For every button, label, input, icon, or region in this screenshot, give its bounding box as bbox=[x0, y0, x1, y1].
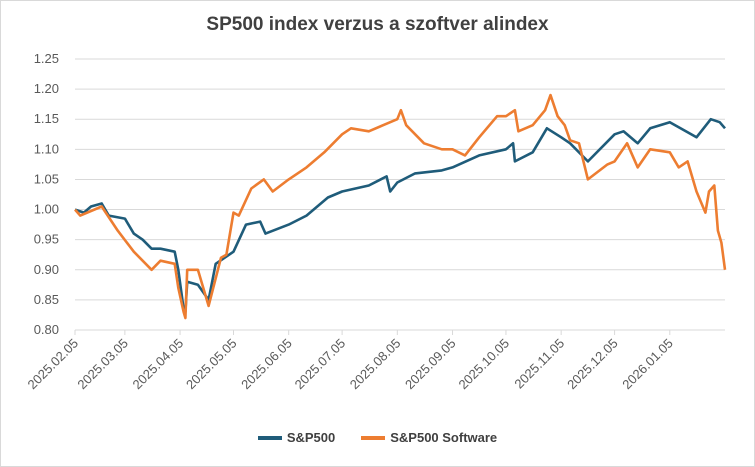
legend-swatch bbox=[257, 435, 282, 440]
legend-label: S&P500 bbox=[286, 430, 336, 445]
x-tick-label: 2025.04.05 bbox=[130, 336, 187, 393]
x-tick-label: 2025.10.05 bbox=[455, 336, 512, 393]
x-tick-label: 2025.11.05 bbox=[511, 336, 567, 392]
legend-label: S&P500 Software bbox=[390, 430, 498, 445]
y-tick-label: 1.05 bbox=[34, 171, 59, 186]
y-tick-label: 0.85 bbox=[34, 292, 59, 307]
series-line-sp500 bbox=[74, 117, 726, 314]
x-tick-label: 2026.01.05 bbox=[619, 336, 676, 393]
x-tick-label: 2025.03.05 bbox=[74, 336, 131, 393]
legend: S&P500 S&P500 Software bbox=[0, 430, 755, 445]
x-tick-label: 2025.07.05 bbox=[292, 336, 349, 393]
x-tick-label: 2025.08.05 bbox=[347, 336, 404, 393]
y-tick-label: 0.95 bbox=[34, 232, 59, 247]
y-tick-label: 1.25 bbox=[34, 51, 59, 66]
legend-item-sp500: S&P500 bbox=[257, 430, 336, 445]
legend-swatch bbox=[361, 435, 386, 440]
chart-title: SP500 index verzus a szoftver alindex bbox=[206, 14, 549, 35]
y-tick-label: 1.15 bbox=[34, 111, 59, 126]
x-tick-label: 2025.09.05 bbox=[402, 336, 459, 393]
x-tick-label: 2025.12.05 bbox=[564, 336, 621, 393]
y-tick-label: 0.90 bbox=[34, 262, 59, 277]
x-tick-label: 2025.02.05 bbox=[24, 336, 81, 393]
legend-item-software: S&P500 Software bbox=[361, 430, 497, 445]
x-tick-label: 2025.06.05 bbox=[238, 336, 295, 393]
y-tick-label: 1.00 bbox=[34, 202, 59, 217]
series-line-software bbox=[74, 93, 727, 320]
x-tick-label: 2025.05.05 bbox=[183, 336, 240, 393]
y-tick-label: 1.20 bbox=[34, 81, 59, 96]
y-tick-label: 1.10 bbox=[34, 141, 59, 156]
y-tick-label: 0.80 bbox=[34, 322, 59, 337]
